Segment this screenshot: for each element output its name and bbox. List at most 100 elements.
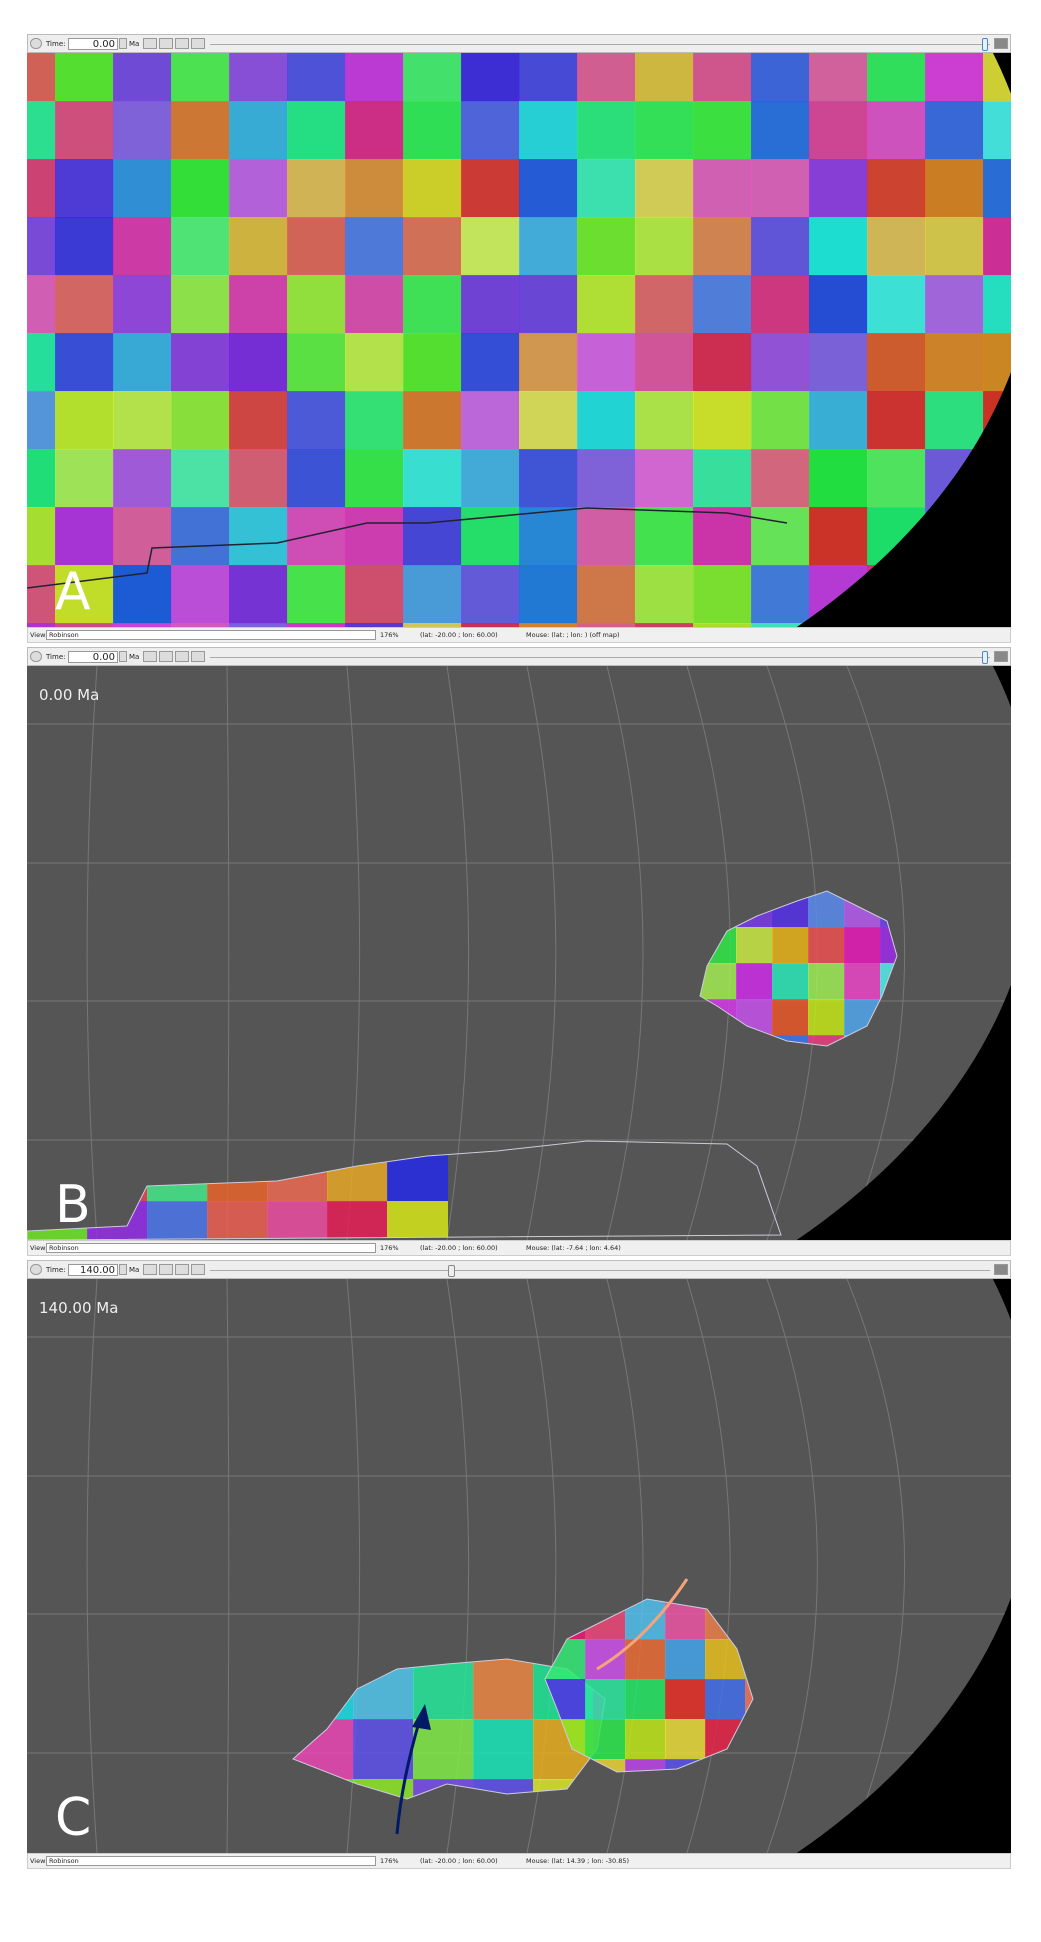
map-tile — [577, 391, 636, 450]
time-spinner[interactable] — [119, 651, 127, 662]
map-tile — [229, 391, 288, 450]
playback-button[interactable] — [159, 1264, 173, 1275]
map-tile — [55, 565, 114, 624]
map-tile — [229, 275, 288, 334]
map-tile — [287, 53, 346, 102]
time-slider[interactable] — [210, 657, 990, 658]
playback-button[interactable] — [143, 38, 157, 49]
map-tile — [229, 217, 288, 276]
playback-button[interactable] — [159, 38, 173, 49]
time-input[interactable]: 140.00 — [68, 1264, 118, 1276]
map-tile — [736, 927, 773, 964]
time-slider[interactable] — [210, 44, 990, 45]
map-tile — [693, 391, 752, 450]
map-tile — [577, 275, 636, 334]
playback-button[interactable] — [191, 38, 205, 49]
map-tile — [867, 449, 926, 508]
map-tile — [519, 101, 578, 160]
time-spinner[interactable] — [119, 38, 127, 49]
view-label: View: — [30, 1244, 48, 1252]
projection-select[interactable]: Robinson — [46, 1243, 376, 1253]
map-tile — [403, 53, 462, 102]
map-tile — [27, 333, 56, 392]
map-tile — [705, 1679, 746, 1720]
map-tile — [519, 565, 578, 624]
map-tile — [55, 101, 114, 160]
time-toolbar: Time: 0.00 Ma — [27, 34, 1011, 53]
map-tile — [55, 217, 114, 276]
map-tile — [867, 53, 926, 102]
mouse-coords: Mouse: (lat: -7.64 ; lon: 4.64) — [526, 1244, 621, 1252]
map-tile — [403, 507, 462, 566]
globe-view: 0.00 Ma B — [27, 666, 1011, 1240]
map-tile — [287, 507, 346, 566]
zoom: 176% — [380, 1857, 399, 1865]
map-tile — [635, 565, 694, 624]
playback-button[interactable] — [175, 1264, 189, 1275]
map-tile — [287, 623, 346, 627]
reset-button[interactable] — [30, 1264, 42, 1275]
map-tile — [171, 217, 230, 276]
map-tile — [983, 217, 1011, 276]
window-button[interactable] — [994, 1264, 1008, 1275]
time-slider[interactable] — [210, 1270, 990, 1271]
playback-button[interactable] — [175, 651, 189, 662]
map-tile — [229, 333, 288, 392]
motion-arrow — [395, 1718, 422, 1835]
map-tile — [287, 275, 346, 334]
map-tile — [635, 53, 694, 102]
map-tile — [345, 391, 404, 450]
map-tile — [693, 333, 752, 392]
playback-button[interactable] — [175, 38, 189, 49]
map-tile — [693, 159, 752, 218]
map-tile — [635, 333, 694, 392]
map-tile — [287, 449, 346, 508]
graticule — [606, 1279, 644, 1853]
reset-button[interactable] — [30, 38, 42, 49]
playback-button[interactable] — [143, 651, 157, 662]
map-tile — [809, 159, 868, 218]
time-label: Time: — [46, 653, 66, 661]
map-tile — [519, 391, 578, 450]
map-tile — [751, 101, 810, 160]
map-tile — [113, 623, 172, 627]
map-tile — [635, 159, 694, 218]
time-input[interactable]: 0.00 — [68, 38, 118, 50]
time-input[interactable]: 0.00 — [68, 651, 118, 663]
globe-view: 140.00 Ma C — [27, 1279, 1011, 1853]
map-tile — [171, 53, 230, 102]
view-label: View: — [30, 631, 48, 639]
map-tile — [461, 623, 520, 627]
plate-outline — [699, 890, 898, 1047]
slider-handle[interactable] — [982, 651, 988, 664]
map-tile — [403, 391, 462, 450]
map-tile — [403, 159, 462, 218]
playback-button[interactable] — [191, 1264, 205, 1275]
map-tile — [635, 217, 694, 276]
slider-handle[interactable] — [982, 38, 988, 51]
projection-select[interactable]: Robinson — [46, 1856, 376, 1866]
map-tile — [229, 449, 288, 508]
map-tile — [867, 101, 926, 160]
playback-button[interactable] — [143, 1264, 157, 1275]
reset-button[interactable] — [30, 651, 42, 662]
arrow-head — [412, 1704, 431, 1730]
playback-button[interactable] — [159, 651, 173, 662]
time-label: Time: — [46, 40, 66, 48]
time-spinner[interactable] — [119, 1264, 127, 1275]
projection-select[interactable]: Robinson — [46, 630, 376, 640]
playback-button[interactable] — [191, 651, 205, 662]
slider-handle[interactable] — [448, 1265, 455, 1277]
map-tile — [207, 1201, 268, 1240]
map-tile — [772, 963, 809, 1000]
graticule — [846, 1279, 906, 1853]
map-tile — [113, 391, 172, 450]
window-button[interactable] — [994, 38, 1008, 49]
map-tile — [808, 927, 845, 964]
map-tile — [147, 1201, 208, 1240]
map-tile — [55, 275, 114, 334]
graticule — [226, 666, 230, 1240]
map-tile — [403, 217, 462, 276]
window-button[interactable] — [994, 651, 1008, 662]
map-tile — [983, 333, 1011, 392]
